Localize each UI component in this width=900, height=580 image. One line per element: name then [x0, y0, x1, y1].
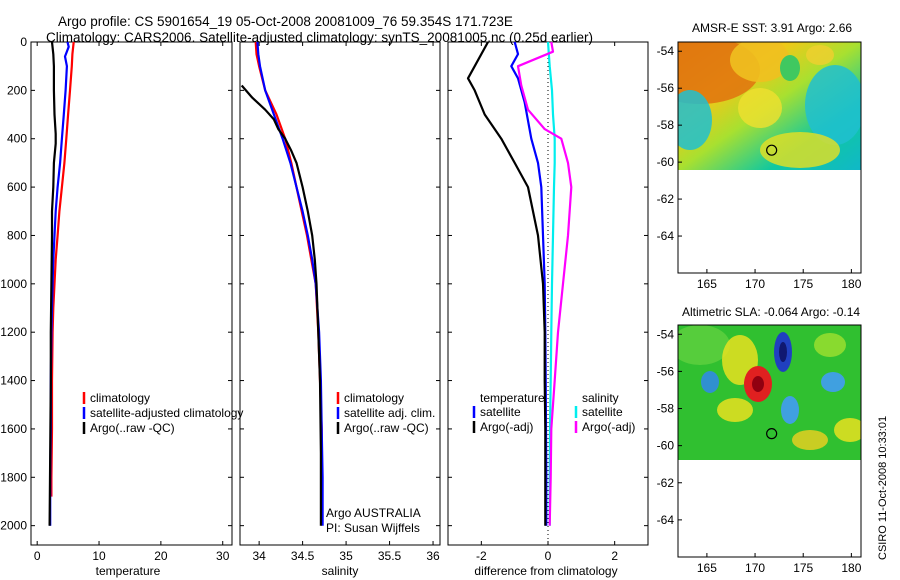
y-tick-label: 1600: [0, 422, 27, 436]
x-axis-label: temperature: [96, 564, 161, 578]
x-tick-label: 34.5: [291, 549, 315, 563]
map-x-tick-label: 180: [841, 277, 861, 291]
map-y-tick-label: -62: [657, 192, 675, 206]
x-tick-label: 30: [216, 549, 230, 563]
x-tick-label: 0: [545, 549, 552, 563]
x-axis-label: salinity: [322, 564, 359, 578]
y-tick-label: 1800: [0, 470, 27, 484]
x-tick-label: 20: [154, 549, 168, 563]
sla-map-frame: [677, 324, 862, 558]
title-line-2: Climatology: CARS2006. Satellite-adjuste…: [46, 30, 593, 45]
salinity-legend-label: satellite adj. clim.: [344, 406, 435, 420]
argo-float-marker: [766, 428, 778, 440]
series-line-argo-raw-qc-: [48, 41, 57, 526]
temperature-panel-frame: [30, 41, 233, 546]
y-tick-label: 800: [7, 228, 27, 242]
temperature-panel: 0 10 20 30 0 200 400 600 800 1000 1200 1400 1600 1800…: [0, 35, 243, 578]
sla-heatmap-image: [678, 325, 861, 460]
map-y-tick-label: -60: [657, 155, 675, 169]
y-tick-label: 1000: [0, 277, 27, 291]
map-y-tick-label: -54: [657, 44, 675, 58]
x-tick-label: 10: [92, 549, 106, 563]
sst-map-title: AMSR-E SST: 3.91 Argo: 2.66: [692, 21, 852, 35]
series-line-satellite-adj-clim-: [256, 41, 324, 526]
y-tick-label: 1400: [0, 374, 27, 388]
map-y-tick-label: -62: [657, 476, 675, 490]
series-line-salinity-satellite: [546, 41, 556, 526]
temperature-legend-label: Argo(..raw -QC): [90, 421, 175, 435]
series-line-temperature-argo-adj-: [466, 41, 547, 526]
map-x-tick-label: 175: [793, 561, 813, 575]
x-tick-label: 35: [339, 549, 353, 563]
map-x-tick-label: 170: [745, 277, 765, 291]
map-y-tick-label: -64: [657, 229, 675, 243]
salinity-legend-label: Argo(..raw -QC): [344, 421, 429, 435]
sst-map: AMSR-E SST: 3.91 Argo: 2.66 165 170 175 180…: [657, 21, 862, 291]
x-tick-label: 35.5: [378, 549, 402, 563]
sst-map-frame: [677, 41, 862, 274]
timestamp-label: CSIRO 11-Oct-2008 10:33:01: [877, 416, 889, 560]
x-tick-label: -2: [476, 549, 487, 563]
salinity-panel: 34 34.5 35 35.5 36 salinity climatologysatelli…: [240, 41, 440, 578]
map-y-tick-label: -58: [657, 118, 675, 132]
map-y-tick-label: -60: [657, 439, 675, 453]
argo-float-marker: [766, 144, 778, 156]
sst-heatmap-image: [678, 42, 861, 170]
y-tick-label: 400: [7, 132, 27, 146]
difference-panel-frame: [447, 41, 649, 546]
x-tick-label: 36: [426, 549, 440, 563]
series-line-temperature-satellite: [510, 41, 548, 526]
y-tick-label: 200: [7, 83, 27, 97]
diff-legend-sal-argo-label: Argo(-adj): [582, 420, 635, 434]
map-x-tick-label: 170: [745, 561, 765, 575]
sla-map-title: Altimetric SLA: -0.064 Argo: -0.14: [682, 305, 860, 319]
series-line-climatology: [50, 41, 75, 497]
y-tick-label: 600: [7, 180, 27, 194]
diff-legend-heading-salinity: salinity: [582, 391, 619, 405]
map-x-tick-label: 165: [697, 561, 717, 575]
map-x-tick-label: 175: [793, 277, 813, 291]
map-x-tick-label: 180: [841, 561, 861, 575]
diff-legend-sal-satellite-label: satellite: [582, 405, 623, 419]
temperature-legend-label: satellite-adjusted climatology: [90, 406, 243, 420]
x-tick-label: 34: [252, 549, 266, 563]
x-axis-label: difference from climatology: [474, 564, 617, 578]
series-line-argo-raw-qc-: [240, 84, 322, 526]
y-tick-label: 1200: [0, 325, 27, 339]
diff-legend-temp-satellite-label: satellite: [480, 405, 521, 419]
map-x-tick-label: 165: [697, 277, 717, 291]
argo-pi-label: PI: Susan Wijffels: [326, 521, 420, 535]
series-line-satellite-adjusted-climatology: [49, 41, 70, 526]
y-tick-label: 0: [20, 35, 27, 49]
salinity-panel-frame: [239, 41, 441, 546]
map-y-tick-label: -56: [657, 364, 675, 378]
x-tick-label: 2: [611, 549, 618, 563]
x-tick-label: 0: [34, 549, 41, 563]
y-tick-label: 2000: [0, 519, 27, 533]
salinity-legend-label: climatology: [344, 391, 404, 405]
title-line-1: Argo profile: CS 5901654_19 05-Oct-2008 …: [58, 14, 513, 29]
diff-legend-heading-temperature: temperature: [480, 391, 545, 405]
argo-agency-label: Argo AUSTRALIA: [326, 506, 421, 520]
sla-map: Altimetric SLA: -0.064 Argo: -0.14 165 17…: [657, 305, 862, 575]
map-y-tick-label: -64: [657, 513, 675, 527]
map-y-tick-label: -56: [657, 81, 675, 95]
diff-legend-temp-argo-label: Argo(-adj): [480, 420, 533, 434]
series-line-salinity-argo-adj-: [516, 41, 573, 526]
temperature-legend-label: climatology: [90, 391, 150, 405]
map-y-tick-label: -58: [657, 402, 675, 416]
map-y-tick-label: -54: [657, 327, 675, 341]
